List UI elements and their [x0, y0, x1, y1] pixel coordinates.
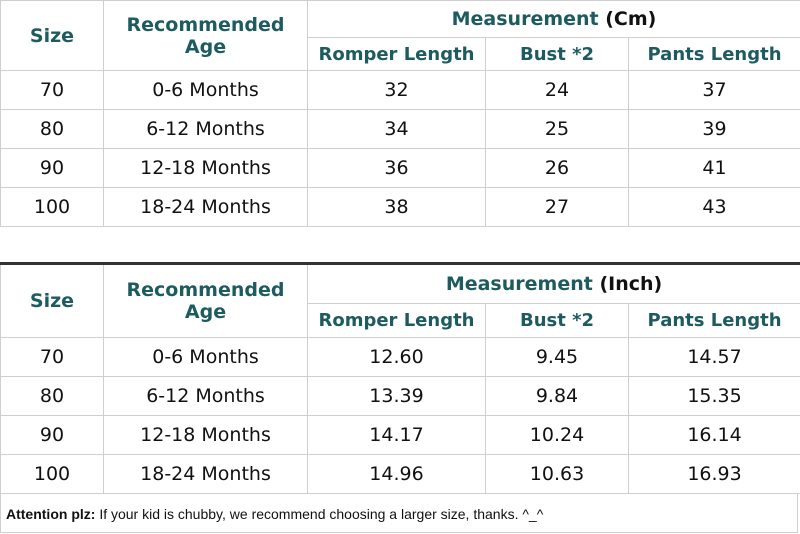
- data-cell: 37: [628, 70, 800, 110]
- data-row: 90 12-18 Months 36 26 41: [0, 148, 800, 188]
- measurement-label: Measurement: [451, 8, 599, 30]
- data-cell: 18-24 Months: [103, 454, 308, 494]
- data-cell: 16.14: [627, 415, 800, 455]
- data-row: 70 0-6 Months 12.60 9.45 14.57: [0, 337, 800, 377]
- data-row: 80 6-12 Months 13.39 9.84 15.35: [0, 376, 800, 416]
- data-cell: 16.93: [627, 454, 800, 494]
- data-cell: 12-18 Months: [103, 148, 308, 188]
- header-cell: Measurement (Inch): [306, 264, 800, 304]
- data-cell: 90: [0, 148, 104, 188]
- subheader-cell: Bust *2: [485, 37, 629, 71]
- footer: Attention plz: If your kid is chubby, we…: [0, 493, 798, 533]
- data-cell: 25: [485, 109, 629, 149]
- data-cell: 6-12 Months: [103, 109, 308, 149]
- data-cell: 9.45: [485, 337, 629, 377]
- header-cell: Measurement (Cm): [307, 0, 800, 38]
- unit-label: (Cm): [605, 8, 657, 30]
- measurement-label: Measurement: [445, 273, 593, 295]
- data-cell: 32: [307, 70, 486, 110]
- subheader-cell: Pants Length: [627, 303, 800, 338]
- data-cell: 24: [485, 70, 629, 110]
- footer-text: If your kid is chubby, we recommend choo…: [99, 506, 544, 522]
- subheader-cell: Romper Length: [307, 303, 486, 338]
- data-cell: 6-12 Months: [103, 376, 308, 416]
- subheader-row: Romper Length Bust *2 Pants Length: [1, 37, 800, 71]
- data-cell: 90: [0, 415, 104, 455]
- data-cell: 13.39: [307, 376, 486, 416]
- data-cell: 39: [628, 109, 800, 149]
- subheader-cell: Romper Length: [307, 37, 486, 71]
- data-row: 70 0-6 Months 32 24 37: [0, 70, 800, 110]
- subheader-cell: Pants Length: [628, 37, 800, 71]
- data-cell: 12-18 Months: [103, 415, 308, 455]
- data-cell: 12.60: [307, 337, 486, 377]
- data-cell: 14.57: [627, 337, 800, 377]
- header-cell: Size: [0, 264, 104, 338]
- data-cell: 0-6 Months: [103, 70, 308, 110]
- unit-label: (Inch): [599, 273, 663, 295]
- data-cell: 43: [628, 187, 800, 227]
- data-cell: 70: [0, 70, 104, 110]
- header-row: Size Recommended Age Measurement (Cm): [0, 0, 800, 71]
- data-cell: 27: [485, 187, 629, 227]
- header-cell: Size: [0, 0, 104, 71]
- data-cell: 0-6 Months: [103, 337, 308, 377]
- data-cell: 70: [0, 337, 104, 377]
- size-table: Size Recommended Age Measurement (Cm) Rompe…: [0, 0, 800, 227]
- data-cell: 41: [628, 148, 800, 188]
- size-table: Size Recommended Age Measurement (Inch) Rom…: [0, 264, 800, 494]
- data-cell: 100: [0, 187, 104, 227]
- footer-label: Attention plz:: [6, 506, 96, 522]
- data-row: 80 6-12 Months 34 25 39: [0, 109, 800, 149]
- data-row: 100 18-24 Months 14.96 10.63 16.93: [0, 454, 800, 494]
- data-cell: 38: [307, 187, 486, 227]
- header-row: Size Recommended Age Measurement (Inch): [0, 264, 800, 338]
- data-cell: 14.17: [307, 415, 486, 455]
- data-cell: 80: [0, 376, 104, 416]
- data-cell: 100: [0, 454, 104, 494]
- data-cell: 34: [307, 109, 486, 149]
- subheader-cell: Bust *2: [485, 303, 629, 338]
- data-cell: 80: [0, 109, 104, 149]
- data-cell: 36: [307, 148, 486, 188]
- data-cell: 15.35: [627, 376, 800, 416]
- header-cell: Recommended Age: [103, 264, 308, 338]
- header-cell: Recommended Age: [103, 0, 308, 71]
- data-cell: 18-24 Months: [103, 187, 308, 227]
- data-row: 100 18-24 Months 38 27 43: [0, 187, 800, 227]
- data-cell: 10.63: [485, 454, 629, 494]
- separator: [0, 226, 800, 265]
- data-cell: 9.84: [485, 376, 629, 416]
- data-cell: 14.96: [307, 454, 486, 494]
- data-cell: 10.24: [485, 415, 629, 455]
- data-cell: 26: [485, 148, 629, 188]
- data-row: 90 12-18 Months 14.17 10.24 16.14: [0, 415, 800, 455]
